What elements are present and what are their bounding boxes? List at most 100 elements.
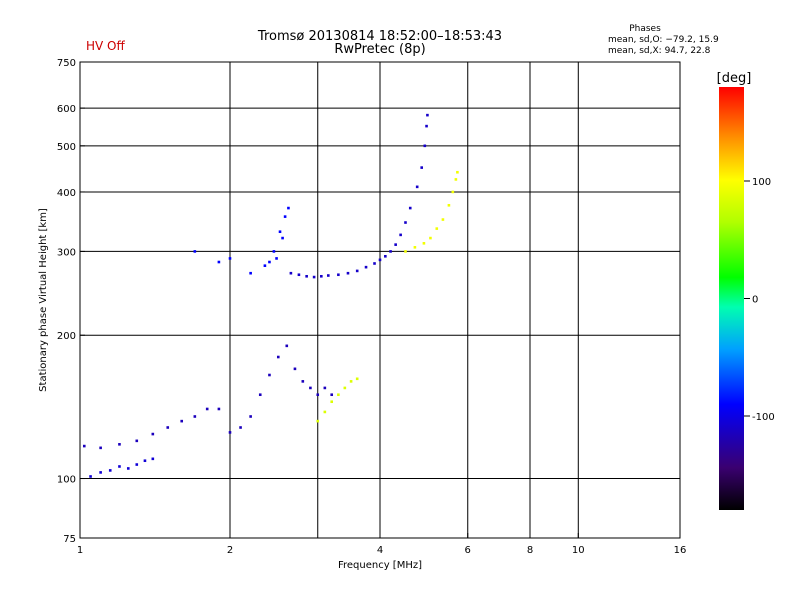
data-point (404, 221, 407, 224)
data-point (99, 471, 102, 474)
data-point (217, 407, 221, 411)
chart-title: Tromsø 20130814 18:52:00–18:53:43 (257, 29, 502, 44)
data-point (330, 393, 334, 397)
data-point (249, 271, 252, 275)
data-point (180, 419, 184, 423)
data-point (394, 243, 397, 246)
colorbar-tick-label: 100 (752, 177, 771, 188)
data-point (281, 236, 284, 240)
x-axis-ticks: 1 2 4 6 8 10 16 (77, 533, 687, 556)
data-point (420, 166, 423, 169)
data-point (285, 344, 289, 348)
y-tick-label: 600 (57, 104, 76, 115)
data-point (118, 443, 121, 446)
data-point (316, 393, 320, 397)
data-point (249, 415, 252, 418)
x-tick-label: 10 (572, 545, 585, 556)
data-point (89, 475, 92, 478)
data-point (364, 265, 368, 269)
colorbar-label: [deg] (717, 71, 752, 86)
data-point (166, 426, 170, 429)
data-point (305, 274, 308, 278)
hv-status: HV Off (86, 39, 125, 53)
phase-stats-header: Phases (629, 24, 661, 34)
data-point (337, 273, 340, 277)
data-point (278, 230, 282, 234)
data-points (82, 113, 459, 478)
data-point (126, 467, 130, 470)
data-point (283, 215, 287, 218)
data-point (82, 444, 86, 448)
data-point (415, 185, 419, 189)
data-point (239, 426, 242, 429)
data-point (373, 262, 376, 265)
data-point (135, 463, 139, 466)
chart-subtitle: RwPretec (8p) (334, 42, 425, 57)
data-point (275, 257, 278, 260)
data-point (425, 124, 428, 128)
data-point (228, 257, 232, 260)
data-point (99, 446, 102, 450)
data-point (323, 386, 327, 390)
data-point (378, 258, 382, 262)
data-point (297, 273, 301, 277)
data-point (228, 431, 232, 434)
data-point (408, 206, 412, 210)
x-tick-label: 16 (674, 545, 687, 556)
colorbar-tick-label: 0 (752, 295, 758, 306)
data-point (272, 250, 276, 253)
grid-lines (80, 62, 680, 538)
data-point (423, 144, 427, 148)
data-point (205, 407, 209, 411)
data-point (287, 206, 290, 210)
data-point (327, 274, 330, 277)
data-point (441, 218, 445, 221)
data-point (451, 190, 455, 194)
data-point (384, 255, 387, 258)
data-point (349, 380, 353, 383)
x-tick-label: 2 (227, 545, 233, 556)
y-tick-label: 750 (57, 58, 76, 69)
x-axis-label: Frequency [MHz] (338, 560, 422, 571)
data-point (346, 271, 350, 275)
data-point (355, 377, 359, 381)
y-tick-label: 300 (57, 247, 76, 258)
data-point (301, 380, 305, 383)
data-point (312, 275, 316, 279)
data-point (320, 274, 323, 278)
y-tick-label: 500 (57, 142, 76, 153)
data-point (330, 400, 334, 404)
y-tick-label: 200 (57, 331, 76, 342)
y-tick-label: 100 (57, 475, 76, 486)
phase-stats-x: mean, sd,X: 94.7, 22.8 (608, 46, 711, 56)
data-point (413, 246, 417, 249)
data-point (258, 393, 262, 397)
data-point (276, 355, 280, 359)
data-point (151, 457, 155, 461)
data-point (289, 271, 293, 275)
data-point (151, 432, 155, 436)
phase-stats-o: mean, sd,O: −79.2, 15.9 (608, 35, 719, 45)
data-point (193, 250, 197, 253)
y-tick-label: 400 (57, 188, 76, 199)
colorbar (719, 87, 744, 510)
data-point (429, 236, 432, 240)
data-point (456, 170, 459, 174)
y-axis-label: Stationary phase Virtual Height [km] (38, 208, 49, 392)
data-point (426, 113, 429, 117)
data-point (404, 250, 407, 253)
data-point (422, 242, 426, 245)
data-point (309, 386, 312, 390)
x-tick-label: 8 (527, 545, 533, 556)
data-point (263, 264, 267, 267)
data-point (399, 233, 402, 237)
data-point (193, 415, 197, 418)
data-point (217, 260, 221, 264)
data-point (316, 419, 320, 423)
data-point (337, 393, 340, 397)
data-point (268, 373, 271, 377)
data-point (143, 459, 147, 463)
data-point (118, 465, 121, 468)
data-point (389, 250, 392, 253)
